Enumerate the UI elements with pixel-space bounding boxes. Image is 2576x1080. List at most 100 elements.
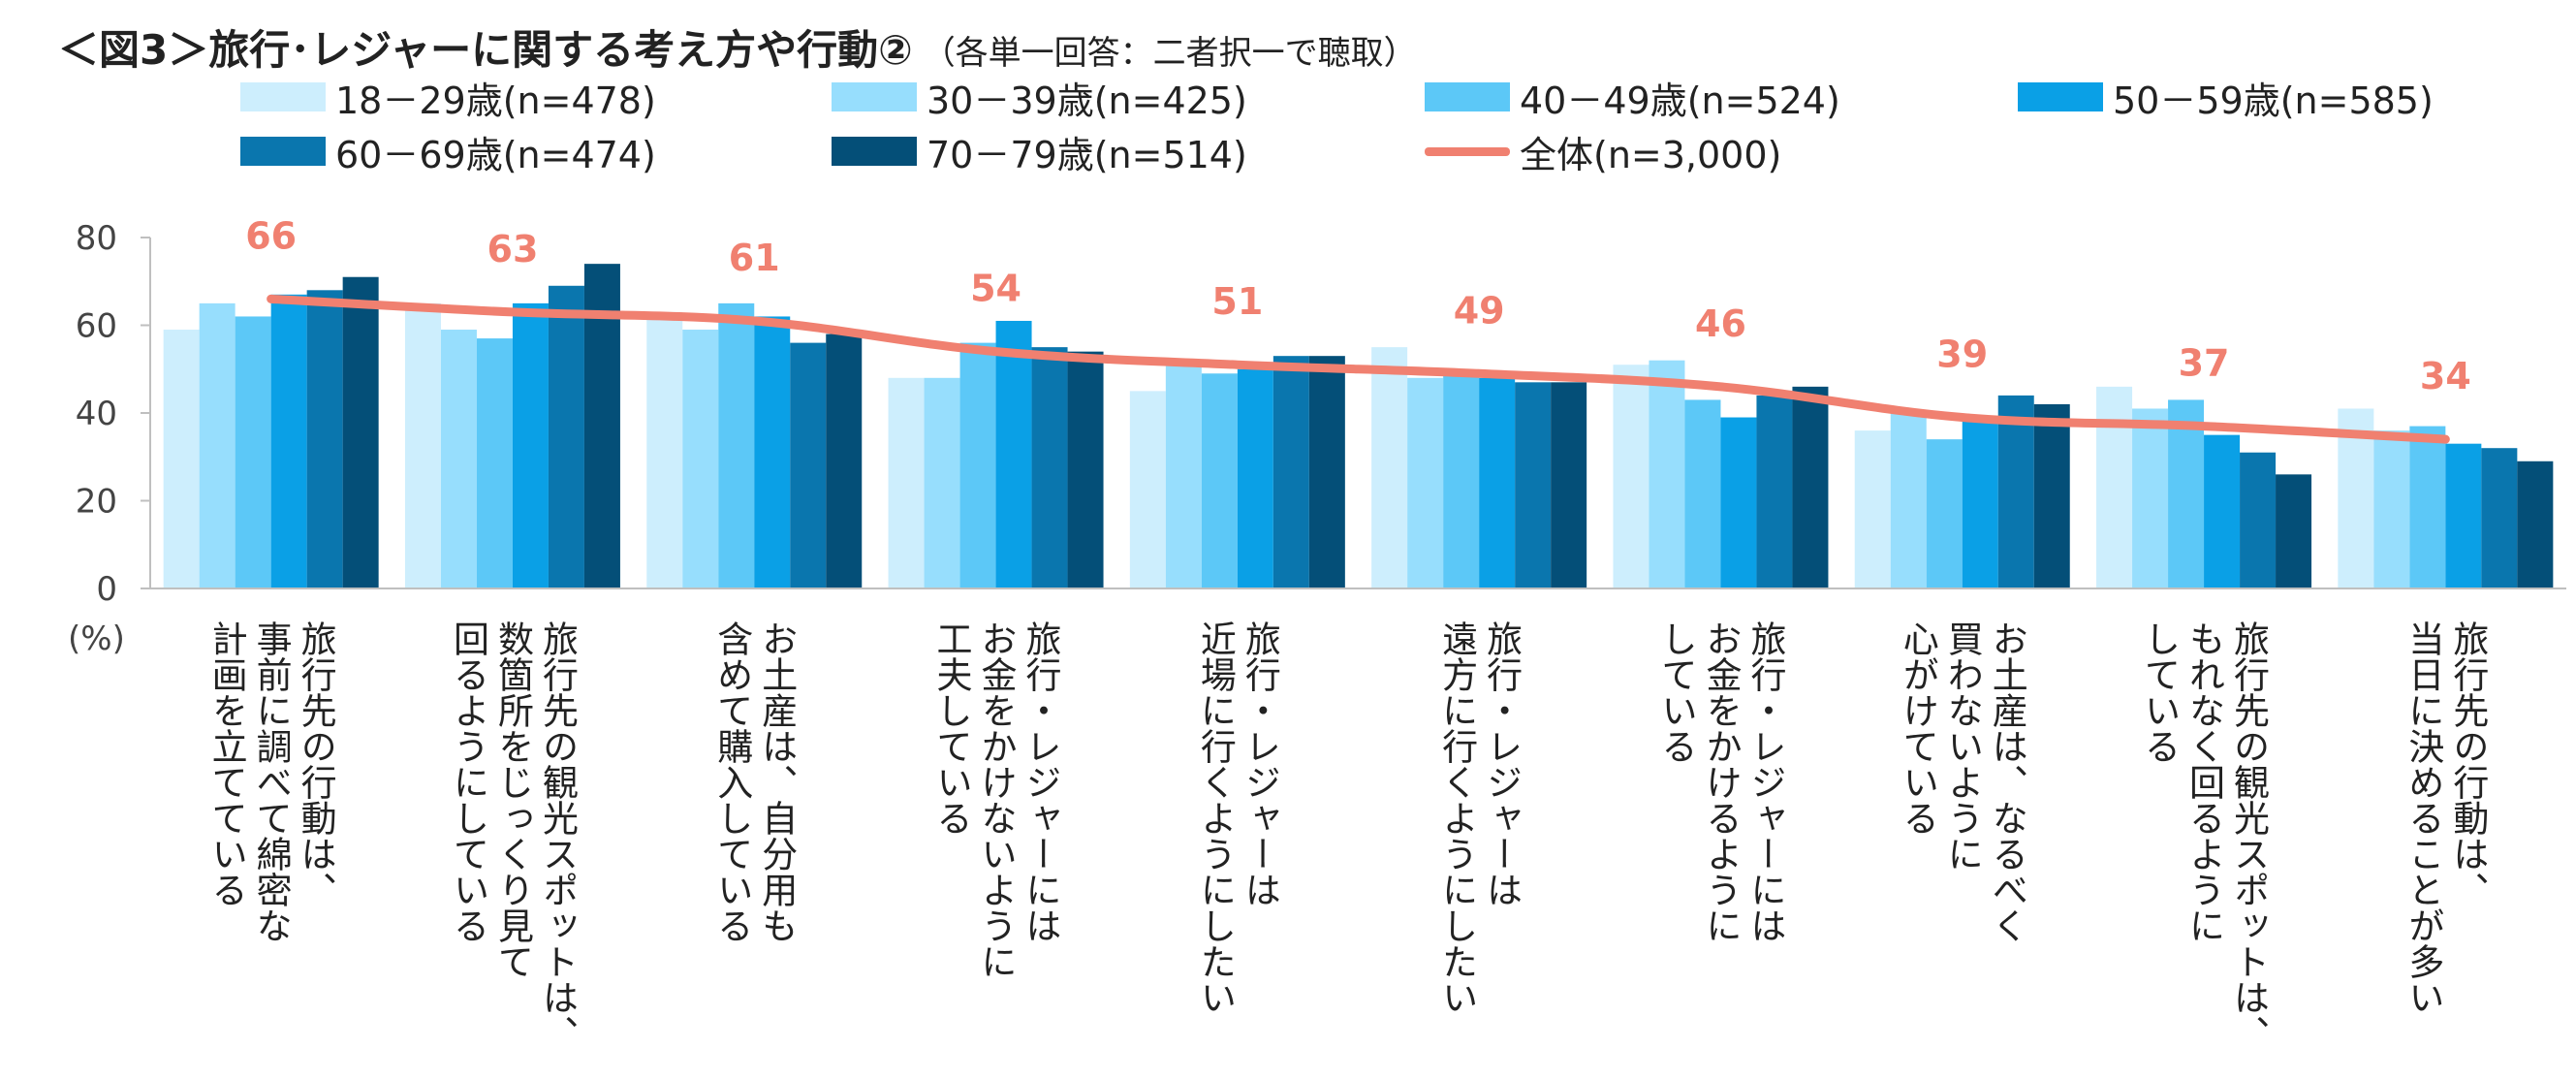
x-category-label-line: 心がけている	[1897, 620, 1938, 836]
bar	[2204, 434, 2241, 588]
bar	[888, 377, 925, 588]
legend-item: 18－29歳(n=478)	[240, 73, 656, 122]
bar	[2132, 408, 2169, 588]
bar	[2517, 461, 2554, 588]
overall-data-label: 46	[1695, 302, 1746, 345]
legend-swatch	[832, 82, 917, 111]
overall-data-label: 34	[2420, 355, 2471, 397]
overall-data-label: 51	[1211, 280, 1263, 323]
bar	[1201, 373, 1238, 588]
bar	[1720, 417, 1757, 588]
overall-line-point	[1236, 364, 1239, 366]
legend-label: 30－39歳(n=425)	[927, 79, 1247, 122]
y-tick-label: 20	[76, 483, 117, 522]
y-tick-label: 40	[76, 395, 117, 433]
legend-label: 60－69歳(n=474)	[335, 133, 656, 176]
x-category-label-line: 旅行先の観光スポットは、	[536, 620, 579, 1051]
legend-label: 18－29歳(n=478)	[335, 79, 656, 122]
bar	[548, 285, 584, 588]
overall-line-point	[511, 310, 514, 313]
bar	[1407, 377, 1444, 588]
bar	[1237, 368, 1273, 588]
x-category-label-line: お土産は、自分用も	[756, 620, 798, 943]
x-category-label-line: 旅行・レジャーには	[1744, 620, 1787, 943]
overall-line	[267, 294, 2450, 444]
bar	[826, 334, 863, 588]
overall-data-label: 61	[729, 237, 780, 279]
legend-item: 60－69歳(n=474)	[240, 127, 656, 176]
x-category-label-line: お土産は、なるべく	[1986, 620, 2027, 943]
bar	[646, 311, 683, 588]
bar	[1997, 395, 2034, 588]
legend-item: 40－49歳(n=524)	[1425, 73, 1840, 122]
x-category-label-line: 遠方に行くようにしたい	[1436, 620, 1479, 1015]
overall-data-label: 63	[487, 228, 539, 270]
chart-subtitle: （各単一回答：二者択一で聴取）	[922, 34, 1417, 73]
overall-line-point	[994, 350, 997, 353]
legend-item: 70－79歳(n=514)	[832, 127, 1247, 176]
legend-item: 全体(n=3,000)	[1425, 127, 1782, 176]
bar	[512, 302, 549, 588]
bar	[790, 342, 827, 588]
x-category-label-line: 旅行先の行動は、	[295, 620, 337, 907]
bar	[2445, 443, 2482, 588]
legend-swatch	[832, 137, 917, 166]
bar	[1649, 360, 1685, 588]
y-tick-label: 60	[76, 307, 117, 346]
legend-line-swatch	[1425, 146, 1510, 156]
x-category-label-line: もれなく回るように	[2183, 620, 2225, 943]
legend-swatch	[240, 82, 326, 111]
x-category-label-line: している	[1655, 620, 1697, 764]
legend-label: 40－49歳(n=524)	[1520, 79, 1840, 122]
legend-label: 全体(n=3,000)	[1520, 133, 1782, 176]
bar	[959, 342, 996, 588]
bar	[2409, 426, 2446, 588]
bar	[1756, 395, 1793, 588]
overall-data-label: 66	[245, 214, 297, 257]
overall-line-point	[753, 319, 756, 322]
bar	[682, 330, 719, 588]
x-category-label-line: 旅行・レジャーは	[1481, 620, 1524, 907]
bar	[1551, 382, 1587, 588]
bar	[924, 377, 960, 588]
bar	[1371, 347, 1408, 588]
bar	[235, 316, 271, 588]
overall-line-point	[1961, 416, 1963, 419]
legend-label: 50－59歳(n=585)	[2113, 79, 2434, 122]
bar	[1854, 430, 1891, 588]
bar	[1684, 399, 1721, 588]
bar	[1926, 439, 1963, 588]
legend-swatch	[2018, 82, 2103, 111]
x-category-label-line: お金をかけるように	[1700, 620, 1742, 943]
bar	[404, 302, 441, 588]
legend-swatch	[240, 137, 326, 166]
x-category-label-line: 数箇所をじっくり見て	[491, 620, 533, 979]
overall-line-point	[1719, 385, 1722, 388]
bar	[2168, 399, 2205, 588]
bar	[2096, 386, 2133, 588]
bar	[1031, 347, 1068, 588]
x-category-label-line: 含めて購入している	[711, 620, 753, 943]
bar	[2240, 452, 2277, 588]
x-category-label-line: 買わないように	[1941, 620, 1983, 872]
x-category-label-line: 近場に行くようにしたい	[1194, 620, 1237, 1015]
x-category-label-line: している	[2139, 620, 2181, 764]
overall-line-point	[269, 298, 272, 301]
overall-data-label: 39	[1936, 334, 1988, 376]
bar	[1067, 351, 1104, 588]
bar	[1890, 413, 1927, 588]
legend-item: 50－59歳(n=585)	[2018, 73, 2434, 122]
bar	[2373, 430, 2410, 588]
bar	[440, 330, 477, 588]
x-category-label-line: 旅行・レジャーは	[1239, 620, 1281, 907]
chart-title-main: ＜図3＞旅行･レジャーに関する考え方や行動②	[58, 26, 913, 74]
bar	[342, 276, 379, 588]
x-category-label-line: 旅行先の観光スポットは、	[2228, 620, 2271, 1051]
bar	[1962, 417, 1998, 588]
chart-title: ＜図3＞旅行･レジャーに関する考え方や行動② （各単一回答：二者択一で聴取）	[58, 17, 1417, 77]
bar	[476, 338, 513, 588]
bar	[995, 320, 1032, 588]
x-category-label-line: 当日に決めることが多い	[2403, 620, 2444, 1015]
bar	[270, 294, 307, 588]
